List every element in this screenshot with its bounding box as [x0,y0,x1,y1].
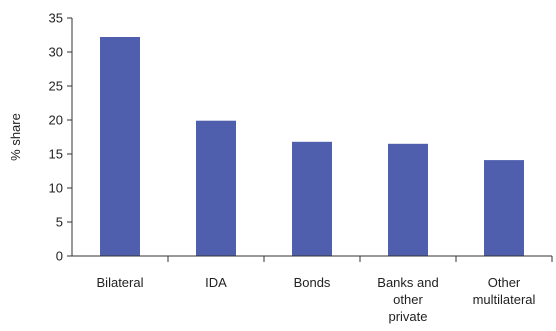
y-tick-label-1: 5 [56,215,63,230]
x-category-label-2: Bonds [294,275,331,290]
axes-group [67,17,553,262]
x-category-label-0: Bilateral [97,275,144,290]
y-tick-label-6: 30 [49,45,63,60]
x-category-label-3: Banks and other private [377,275,438,324]
y-tick-label-2: 10 [49,181,63,196]
bar-1 [196,120,236,256]
y-tick-label-4: 20 [49,113,63,128]
y-tick-label-3: 15 [49,147,63,162]
x-category-label-1: IDA [205,275,227,290]
bars-group [100,37,524,256]
y-axis-title: % share [8,113,23,161]
x-category-label-4: Other multilateral [473,275,536,307]
y-tick-label-0: 0 [56,249,63,264]
labels-group: 0 5 10 15 20 25 30 35 Bilateral IDA Bonds Banks and… [8,11,536,325]
bar-3 [388,143,428,256]
bar-0 [100,37,140,256]
bar-2 [292,141,332,256]
bar-4 [484,160,524,256]
y-tick-label-7: 35 [49,11,63,26]
y-tick-label-5: 25 [49,79,63,94]
